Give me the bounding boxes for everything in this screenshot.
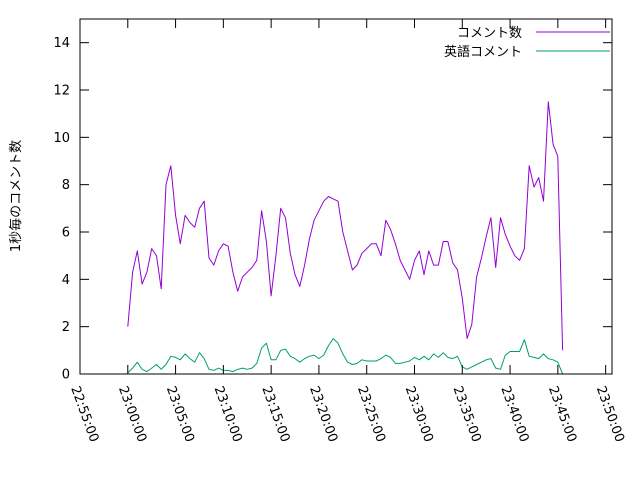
y-tick-label: 0 (62, 368, 70, 383)
comment-count-line (127, 101, 564, 351)
legend-label-comment-count: コメント数 (457, 26, 522, 41)
y-tick-label: 8 (62, 178, 70, 193)
y-tick-label: 14 (53, 36, 70, 51)
y-tick-label: 10 (53, 131, 70, 146)
english-comment-line (127, 338, 564, 375)
y-tick-label: 12 (53, 84, 70, 99)
plot-border (79, 18, 613, 375)
y-axis-label: 1秒毎のコメント数 (8, 140, 24, 252)
y-tick-label: 2 (62, 320, 70, 335)
y-tick-label: 4 (62, 273, 70, 288)
y-tick-label: 6 (62, 226, 70, 241)
legend: コメント数 英語コメント (444, 26, 610, 60)
plot-area (127, 101, 564, 375)
legend-label-english-comment: 英語コメント (444, 44, 522, 60)
